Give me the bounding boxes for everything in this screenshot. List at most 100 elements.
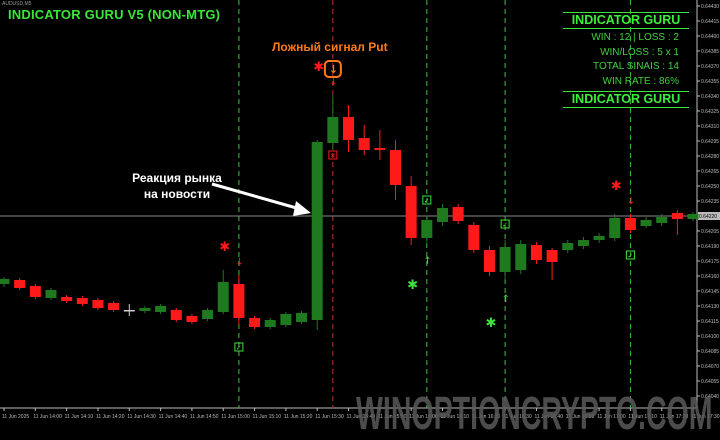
price-tick-label: 0.64235 <box>701 199 719 205</box>
candle-bullish <box>264 320 276 327</box>
time-tick-label: 11 Jun 14:20 <box>96 414 125 420</box>
news-reaction-line2: на новости <box>143 187 211 201</box>
candle-bullish <box>296 313 308 322</box>
indicator-title: INDICATOR GURU V5 (NON-MTG) <box>8 7 221 22</box>
price-tick-label: 0.64430 <box>701 4 719 10</box>
arrow-down-icon: ↓ <box>627 196 635 207</box>
candle-bearish <box>671 213 683 219</box>
win-check-box <box>422 195 432 205</box>
time-tick-label: 11 Jun 16:40 <box>534 414 563 420</box>
chart-symbol: AUDUSD,M5 <box>2 1 32 7</box>
time-tick-label: 11 Jun 16:20 <box>472 414 501 420</box>
candle-bullish <box>217 282 229 312</box>
candle-bearish <box>170 310 182 320</box>
price-tick-label: 0.64310 <box>701 124 719 130</box>
time-tick-label: 11 Jun 17:30 <box>691 414 720 420</box>
false-signal-box-icon <box>323 60 342 78</box>
signal-star-icon: ✱ <box>407 278 418 293</box>
arrow-down-icon: ↓ <box>329 77 337 88</box>
check-icon: ✓ <box>627 252 633 260</box>
price-tick-label: 0.64040 <box>701 394 719 400</box>
time-tick-label: 11 Jun 14:40 <box>159 414 188 420</box>
news-reaction-line1: Реакция рынка <box>132 171 222 185</box>
candle-bearish <box>249 318 261 327</box>
annotation-arrow-shaft <box>211 182 301 211</box>
candle-bullish <box>609 218 621 238</box>
candle-bearish <box>123 310 135 312</box>
candle-bullish <box>577 240 589 246</box>
signal-star-icon: ✱ <box>485 316 496 331</box>
candle-bearish <box>530 245 542 260</box>
candle-bearish <box>546 250 558 262</box>
candle-bearish <box>374 148 386 150</box>
signal-star-icon: ✱ <box>611 179 622 194</box>
price-tick-label: 0.64325 <box>701 109 719 115</box>
price-tick-label: 0.64385 <box>701 49 719 55</box>
candle-bullish <box>421 220 433 238</box>
candle-bullish <box>0 279 10 284</box>
total-signals: TOTAL SINAIS : 14 <box>593 61 679 72</box>
time-tick-label: 11 Jun 16:00 <box>409 414 438 420</box>
time-tick-label: 11 Jun 15:50 <box>378 414 407 420</box>
panel-header: INDICATOR GURU <box>563 12 689 29</box>
false-signal-label: Ложный сигнал Put <box>272 40 388 54</box>
candle-bearish <box>343 117 355 140</box>
price-tick-label: 0.64415 <box>701 19 719 25</box>
price-tick-label: 0.64085 <box>701 349 719 355</box>
arrow-up-icon: ↑ <box>502 294 510 305</box>
candle-bearish <box>405 186 417 238</box>
price-tick-label: 0.64250 <box>701 184 719 190</box>
candle-bearish <box>390 150 401 185</box>
time-tick-label: 11 Jun 16:30 <box>503 414 532 420</box>
price-tick-label: 0.64280 <box>701 154 719 160</box>
price-tick-label: 0.64145 <box>701 289 719 295</box>
price-tick-label: 0.64265 <box>701 169 719 175</box>
candle-bearish <box>233 284 245 318</box>
loss-x-box <box>328 150 338 160</box>
check-icon: ✓ <box>502 221 508 229</box>
time-tick-label: 11 Jun 15:30 <box>315 414 344 420</box>
candle-bullish <box>436 208 448 222</box>
candle-bearish <box>29 286 41 297</box>
candle-bearish <box>624 218 636 230</box>
price-tick-label: 0.64175 <box>701 259 719 265</box>
price-tick-label: 0.64070 <box>701 364 719 370</box>
current-price-label: 0.64220 <box>699 214 717 220</box>
candle-bearish <box>14 280 26 288</box>
candle-bullish <box>45 290 57 298</box>
stats-panel: INDICATOR GURU WIN : 12 | LOSS : 2 WIN/L… <box>563 12 689 110</box>
candle-bearish <box>358 138 370 150</box>
candle-bullish <box>155 306 167 312</box>
candle-bearish <box>108 303 120 310</box>
price-tick-label: 0.64100 <box>701 334 719 340</box>
price-tick-label: 0.64160 <box>701 274 719 280</box>
time-tick-label: 11 Jun 14:30 <box>127 414 156 420</box>
time-tick-label: 11 Jun 16:50 <box>566 414 595 420</box>
price-tick-label: 0.64400 <box>701 34 719 40</box>
candle-bearish <box>61 297 73 301</box>
check-icon: ✓ <box>236 344 242 352</box>
annotation-arrow-head-icon <box>293 201 311 216</box>
candle-bearish <box>452 207 464 221</box>
candle-bullish <box>139 308 151 311</box>
price-tick-label: 0.64340 <box>701 94 719 100</box>
time-tick-label: 11 Jun 15:00 <box>221 414 250 420</box>
candle-bullish <box>687 214 699 219</box>
candle-bullish <box>562 243 574 250</box>
x-icon: ✕ <box>330 152 336 160</box>
candle-bullish <box>202 310 214 319</box>
candle-bearish <box>468 225 480 250</box>
signal-star-icon: ✱ <box>219 240 230 255</box>
price-chart[interactable]: 0.64430 0.64415 0.64400 0.64385 0.64370 0.643… <box>0 0 720 431</box>
candle-bearish <box>92 300 104 308</box>
candle-bearish <box>186 316 198 322</box>
time-tick-label: 11 Jun 17:10 <box>628 414 657 420</box>
time-tick-label: 11 Jun 15:40 <box>347 414 376 420</box>
candle-bullish <box>593 236 605 240</box>
arrow-down-icon: ↓ <box>235 257 243 268</box>
price-tick-label: 0.64205 <box>701 229 719 235</box>
win-rate: WIN RATE : 86% <box>602 75 680 87</box>
news-reaction-note: Реакция рынка на новости <box>112 170 242 202</box>
time-tick-label: 11 Jun 15:10 <box>253 414 282 420</box>
win-check-box <box>500 219 510 229</box>
